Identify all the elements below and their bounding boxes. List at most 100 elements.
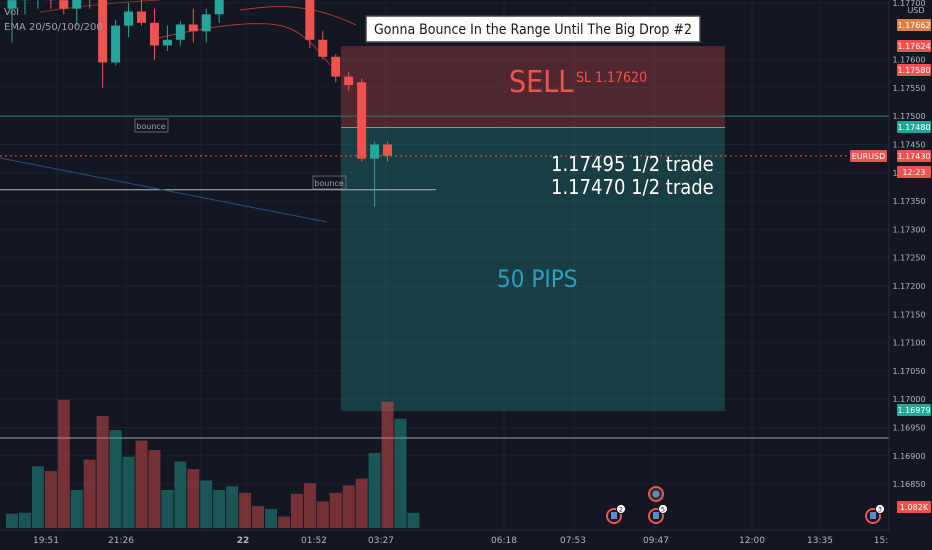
time-scale[interactable] bbox=[0, 530, 932, 550]
position-tool[interactable] bbox=[341, 46, 725, 412]
profit-zone[interactable] bbox=[341, 127, 725, 412]
price-tags: 1.17662 1.17624 1.17580 1.17480 EURUSD 1.1743… bbox=[850, 19, 931, 513]
price-scale[interactable] bbox=[889, 0, 932, 530]
bounce-label-2: bounce bbox=[314, 179, 344, 188]
candle-body bbox=[331, 56, 341, 77]
candle[interactable] bbox=[33, 0, 42, 9]
volume-bar bbox=[135, 440, 148, 528]
candle[interactable] bbox=[344, 72, 354, 91]
candle-body bbox=[370, 144, 380, 159]
event-count: 2 bbox=[619, 506, 623, 514]
candle[interactable] bbox=[124, 3, 134, 37]
time-tick-label: 01:52 bbox=[301, 536, 327, 546]
event-count-badge bbox=[616, 504, 626, 514]
volume-bar bbox=[290, 493, 303, 528]
candle-body bbox=[111, 25, 121, 63]
candle[interactable] bbox=[85, 0, 94, 9]
volume-legend: Vol bbox=[4, 7, 19, 18]
volume-bar bbox=[342, 485, 355, 528]
price-tag-label: 1.17480 bbox=[897, 123, 930, 132]
time-tick-label: 22 bbox=[237, 536, 250, 546]
price-tick-label: 1.17100 bbox=[892, 339, 925, 348]
candle[interactable] bbox=[137, 0, 146, 26]
volume-bar bbox=[83, 459, 96, 528]
candle-body bbox=[175, 24, 185, 40]
candle-body bbox=[383, 144, 393, 156]
stop-zone[interactable] bbox=[341, 46, 725, 128]
candle[interactable] bbox=[149, 8, 159, 60]
volume-bar bbox=[57, 399, 70, 528]
price-tick-label: 1.16900 bbox=[892, 452, 925, 461]
candle[interactable] bbox=[188, 8, 198, 43]
price-tick-label: 1.17150 bbox=[892, 310, 925, 319]
price-tag bbox=[897, 19, 931, 31]
price-tag-label: 1.17580 bbox=[897, 66, 930, 75]
candle[interactable] bbox=[59, 0, 69, 15]
candle[interactable] bbox=[201, 8, 211, 43]
volume-bar bbox=[161, 490, 174, 528]
candle-body bbox=[188, 24, 198, 32]
volume-bar bbox=[368, 452, 381, 528]
candle[interactable] bbox=[305, 0, 315, 49]
candle[interactable] bbox=[318, 31, 328, 60]
candle-body bbox=[214, 0, 224, 15]
candle[interactable] bbox=[357, 78, 367, 162]
event-marker[interactable]: 5 bbox=[648, 504, 668, 524]
candle-body bbox=[137, 11, 146, 23]
price-tick-label: 1.17200 bbox=[892, 282, 925, 291]
candle[interactable] bbox=[383, 141, 393, 162]
entry-label-1: 1.17495 1/2 trade bbox=[551, 152, 714, 176]
candle[interactable] bbox=[162, 25, 172, 52]
candles[interactable] bbox=[7, 0, 393, 207]
volume-bar bbox=[226, 486, 239, 528]
volume-bar bbox=[200, 480, 213, 528]
candle-body bbox=[357, 82, 367, 159]
volume-bar bbox=[31, 466, 44, 528]
candle[interactable] bbox=[175, 21, 185, 46]
time-tick-label: 09:47 bbox=[643, 536, 669, 546]
event-marker[interactable]: 3 bbox=[865, 504, 885, 524]
candle[interactable] bbox=[370, 141, 380, 207]
event-count-badge bbox=[875, 504, 885, 514]
candle-body bbox=[201, 14, 211, 32]
candle-body bbox=[318, 39, 328, 57]
volume-bar bbox=[329, 492, 342, 528]
price-tick-label: 1.17700 bbox=[892, 0, 925, 8]
bounce-label-1: bounce bbox=[136, 122, 166, 131]
volume-bar bbox=[109, 430, 122, 528]
volume-bar bbox=[187, 469, 200, 528]
event-marker[interactable] bbox=[648, 486, 664, 502]
price-tag bbox=[897, 40, 931, 52]
event-marker[interactable]: 2 bbox=[606, 504, 626, 524]
price-tick-label: 1.17300 bbox=[892, 225, 925, 234]
candle[interactable] bbox=[111, 19, 121, 66]
drawn-lines[interactable] bbox=[0, 115, 889, 439]
candle[interactable] bbox=[331, 53, 341, 83]
volume-bar bbox=[252, 506, 265, 528]
candle[interactable] bbox=[72, 0, 82, 26]
volume-bar bbox=[407, 512, 420, 528]
volume-bar bbox=[213, 490, 226, 528]
candle[interactable] bbox=[46, 0, 56, 9]
volume-bar bbox=[174, 461, 187, 528]
candle[interactable] bbox=[98, 0, 108, 88]
time-tick-label: 15: bbox=[874, 536, 888, 546]
event-markers[interactable]: 2 5 3 bbox=[606, 486, 885, 524]
price-tag bbox=[897, 501, 931, 513]
price-tag-label: 1.17662 bbox=[897, 21, 930, 30]
trend-line[interactable] bbox=[0, 157, 328, 223]
idea-title: Gonna Bounce In the Range Until The Big … bbox=[374, 22, 692, 38]
bounce-label-box-1[interactable] bbox=[134, 118, 169, 133]
title-box[interactable] bbox=[365, 15, 701, 43]
bounce-label-box-2[interactable] bbox=[312, 175, 347, 190]
candle[interactable] bbox=[20, 0, 30, 15]
candle[interactable] bbox=[214, 0, 224, 23]
candle[interactable] bbox=[7, 0, 17, 43]
price-tick-label: 1.17500 bbox=[892, 112, 925, 121]
price-tag-label: 1.16979 bbox=[897, 406, 930, 415]
price-tag bbox=[897, 121, 931, 133]
price-tick-label: 1.17250 bbox=[892, 254, 925, 263]
price-tick-label: 1.17000 bbox=[892, 395, 925, 404]
